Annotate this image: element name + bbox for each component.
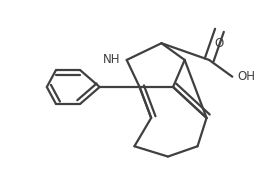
Text: O: O [215, 37, 224, 50]
Text: OH: OH [237, 70, 255, 83]
Text: NH: NH [103, 53, 120, 66]
